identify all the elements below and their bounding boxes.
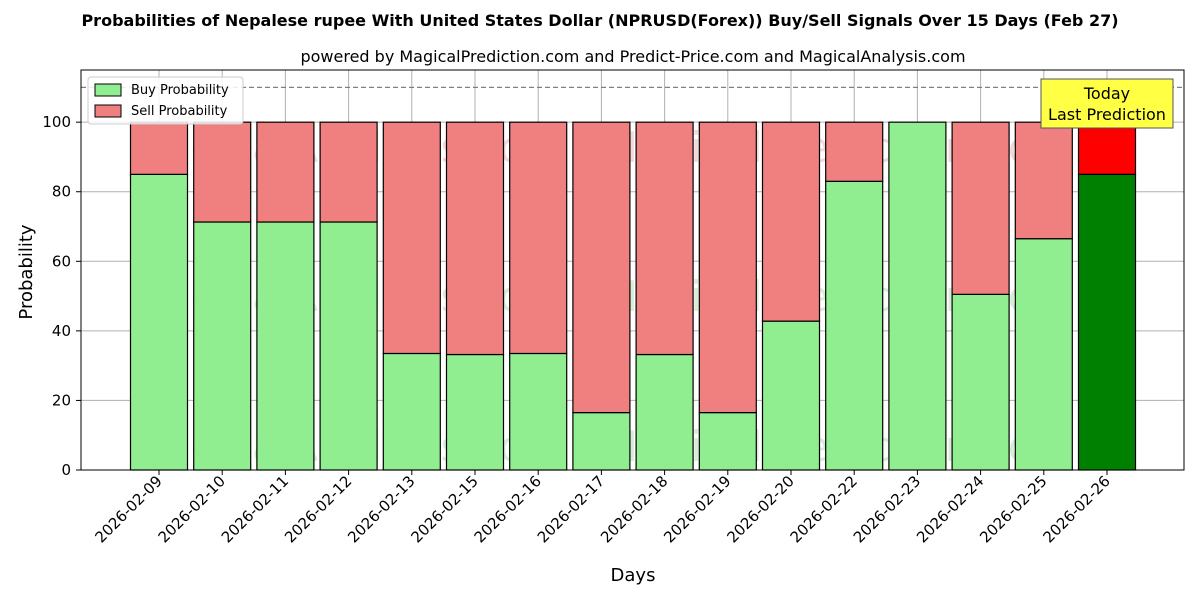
x-tick-label: 2026-02-26 <box>1039 472 1113 546</box>
y-tick-label: 20 <box>52 391 71 409</box>
y-tick-label: 60 <box>52 252 71 270</box>
sell-bar <box>572 121 631 414</box>
legend-box <box>87 76 244 125</box>
sell-bar <box>382 121 441 355</box>
buy-bar <box>951 293 1010 471</box>
x-tick-label: 2026-02-25 <box>976 472 1050 546</box>
buy-bar <box>635 353 694 471</box>
sell-bar <box>1014 121 1073 240</box>
sell-bar <box>761 121 821 322</box>
buy-bar <box>1077 173 1137 471</box>
y-tick-label: 80 <box>52 183 71 201</box>
chart-subtitle: powered by MagicalPrediction.com and Pre… <box>300 47 965 66</box>
sell-bar <box>698 121 757 414</box>
plot-frame <box>80 69 1185 471</box>
x-tick-label: 2026-02-17 <box>534 472 608 546</box>
x-tick-label: 2026-02-15 <box>407 472 481 546</box>
x-tick-label: 2026-02-23 <box>850 472 924 546</box>
y-tick-label: 0 <box>61 461 71 479</box>
sell-bar <box>509 121 568 355</box>
x-tick-label: 2026-02-24 <box>913 472 987 546</box>
x-tick-label: 2026-02-11 <box>218 472 292 546</box>
legend-swatch <box>94 83 122 97</box>
buy-bar <box>256 221 315 471</box>
buy-bar <box>445 353 505 471</box>
buy-bar <box>572 412 631 471</box>
x-tick-label: 2026-02-18 <box>597 472 671 546</box>
sell-bar <box>445 121 505 356</box>
buy-bar <box>382 352 441 471</box>
y-tick-label: 100 <box>42 113 71 131</box>
x-tick-label: 2026-02-13 <box>344 472 418 546</box>
legend-swatch <box>94 104 122 118</box>
sell-bar <box>1077 121 1137 175</box>
x-axis-label: Days <box>611 565 656 586</box>
sell-bar <box>319 121 378 223</box>
sell-bar <box>193 121 252 223</box>
x-tick-label: 2026-02-12 <box>281 472 355 546</box>
sell-bar <box>256 121 315 223</box>
buy-bar <box>509 352 568 471</box>
sell-bar <box>129 121 189 175</box>
today-annotation-box <box>1040 78 1174 129</box>
x-tick-label: 2026-02-09 <box>91 472 165 546</box>
sell-bar <box>825 121 884 182</box>
x-tick-label: 2026-02-20 <box>723 472 797 546</box>
today-annotation-text: Today <box>1083 84 1130 103</box>
buy-bar <box>129 173 189 471</box>
chart-title: Probabilities of Nepalese rupee With Uni… <box>81 11 1118 30</box>
x-tick-label: 2026-02-19 <box>660 472 734 546</box>
buy-bar <box>888 121 947 471</box>
buy-bar <box>319 221 378 471</box>
x-tick-label: 2026-02-10 <box>155 472 229 546</box>
buy-bar <box>698 412 757 471</box>
x-tick-label: 2026-02-22 <box>787 472 861 546</box>
x-tick-label: 2026-02-16 <box>471 472 545 546</box>
legend-label: Buy Probability <box>131 83 229 98</box>
buy-bar <box>1014 238 1073 471</box>
today-annotation-text: Last Prediction <box>1048 105 1166 124</box>
buy-bar <box>193 221 252 471</box>
legend-label: Sell Probability <box>131 104 228 119</box>
buy-bar <box>825 180 884 471</box>
y-tick-label: 40 <box>52 322 71 340</box>
plot-area: MagicalAnalysis.comMagicalPrediction.com… <box>42 69 1185 546</box>
y-axis-label: Probability <box>16 224 37 319</box>
buy-bar <box>761 320 821 471</box>
sell-bar <box>635 121 694 356</box>
sell-bar <box>951 121 1010 295</box>
